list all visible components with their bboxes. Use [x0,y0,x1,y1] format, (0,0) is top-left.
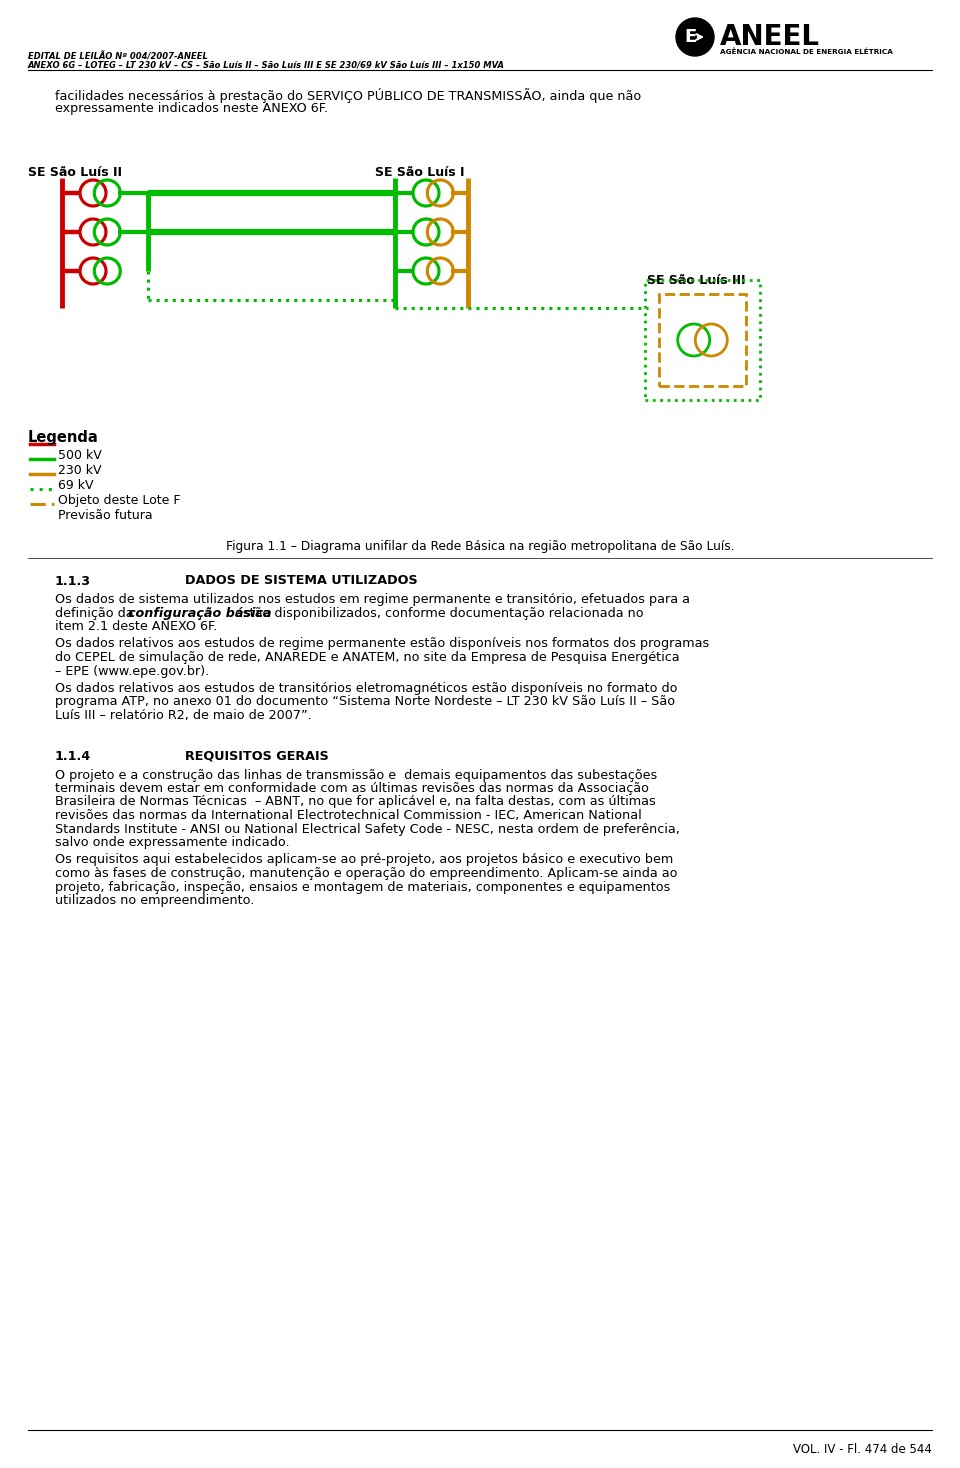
Text: Os dados relativos aos estudos de regime permanente estão disponíveis nos format: Os dados relativos aos estudos de regime… [55,637,709,650]
Text: salvo onde expressamente indicado.: salvo onde expressamente indicado. [55,835,290,849]
Text: E: E [684,28,696,46]
Text: Legenda: Legenda [28,430,99,445]
Bar [659,294,746,386]
Text: DADOS DE SISTEMA UTILIZADOS: DADOS DE SISTEMA UTILIZADOS [185,574,418,587]
Text: ANEEL: ANEEL [720,23,820,51]
Text: ANEXO 6G – LOTEG – LT 230 kV – CS – São Luís II – São Luís III E SE 230/69 kV Sã: ANEXO 6G – LOTEG – LT 230 kV – CS – São … [28,62,505,70]
Text: VOL. IV - Fl. 474 de 544: VOL. IV - Fl. 474 de 544 [793,1443,932,1456]
Text: Os requisitos aqui estabelecidos aplicam-se ao pré-projeto, aos projetos básico : Os requisitos aqui estabelecidos aplicam… [55,853,673,866]
Text: programa ATP, no anexo 01 do documento “Sistema Norte Nordeste – LT 230 kV São L: programa ATP, no anexo 01 do documento “… [55,696,675,709]
Text: SE São Luís I: SE São Luís I [375,166,465,179]
Text: Figura 1.1 – Diagrama unifilar da Rede Básica na região metropolitana de São Luí: Figura 1.1 – Diagrama unifilar da Rede B… [226,540,734,553]
Text: estão disponibilizados, conforme documentação relacionada no: estão disponibilizados, conforme documen… [230,606,643,619]
Text: 1.1.3: 1.1.3 [55,575,91,589]
Text: 69 kV: 69 kV [58,479,93,492]
Text: revisões das normas da International Electrotechnical Commission - IEC, American: revisões das normas da International Ele… [55,809,641,822]
Text: Os dados relativos aos estudos de transitórios eletromagnéticos estão disponívei: Os dados relativos aos estudos de transi… [55,683,678,694]
Text: projeto, fabricação, inspeção, ensaios e montagem de materiais, componentes e eq: projeto, fabricação, inspeção, ensaios e… [55,881,670,894]
Text: SE São Luís II: SE São Luís II [28,166,122,179]
Circle shape [676,18,714,56]
Text: facilidades necessários à prestação do SERVIÇO PÚBLICO DE TRANSMISSÃO, ainda que: facilidades necessários à prestação do S… [55,88,641,103]
Text: Standards Institute - ANSI ou National Electrical Safety Code - NESC, nesta orde: Standards Institute - ANSI ou National E… [55,822,680,835]
Text: expressamente indicados neste ANEXO 6F.: expressamente indicados neste ANEXO 6F. [55,101,328,115]
Text: item 2.1 deste ANEXO 6F.: item 2.1 deste ANEXO 6F. [55,619,217,633]
Text: REQUISITOS GERAIS: REQUISITOS GERAIS [185,750,328,762]
Bar [645,280,760,399]
Text: terminais devem estar em conformidade com as últimas revisões das normas da Asso: terminais devem estar em conformidade co… [55,782,649,796]
Text: como às fases de construção, manutenção e operação do empreendimento. Aplicam-se: como às fases de construção, manutenção … [55,868,678,879]
Text: Objeto deste Lote F: Objeto deste Lote F [58,495,180,506]
Text: configuração básica: configuração básica [128,606,271,619]
Text: Previsão futura: Previsão futura [58,509,153,523]
Text: 1.1.4: 1.1.4 [55,750,91,763]
Text: 500 kV: 500 kV [58,449,102,462]
Text: definição da: definição da [55,606,142,619]
Text: Luís III – relatório R2, de maio de 2007”.: Luís III – relatório R2, de maio de 2007… [55,709,312,722]
Text: Os dados de sistema utilizados nos estudos em regime permanente e transitório, e: Os dados de sistema utilizados nos estud… [55,593,690,606]
Text: SE São Luís III: SE São Luís III [647,275,746,288]
Text: – EPE (www.epe.gov.br).: – EPE (www.epe.gov.br). [55,665,209,678]
Text: utilizados no empreendimento.: utilizados no empreendimento. [55,894,254,907]
Text: do CEPEL de simulação de rede, ANAREDE e ANATEM, no site da Empresa de Pesquisa : do CEPEL de simulação de rede, ANAREDE e… [55,650,680,664]
Text: O projeto e a construção das linhas de transmissão e  demais equipamentos das su: O projeto e a construção das linhas de t… [55,769,658,781]
Text: Brasileira de Normas Técnicas  – ABNT, no que for aplicável e, na falta destas, : Brasileira de Normas Técnicas – ABNT, no… [55,796,656,809]
Text: AGÊNCIA NACIONAL DE ENERGIA ELÉTRICA: AGÊNCIA NACIONAL DE ENERGIA ELÉTRICA [720,48,893,54]
Text: EDITAL DE LEILÃO Nº 004/2007-ANEEL: EDITAL DE LEILÃO Nº 004/2007-ANEEL [28,51,208,62]
Text: 230 kV: 230 kV [58,464,102,477]
